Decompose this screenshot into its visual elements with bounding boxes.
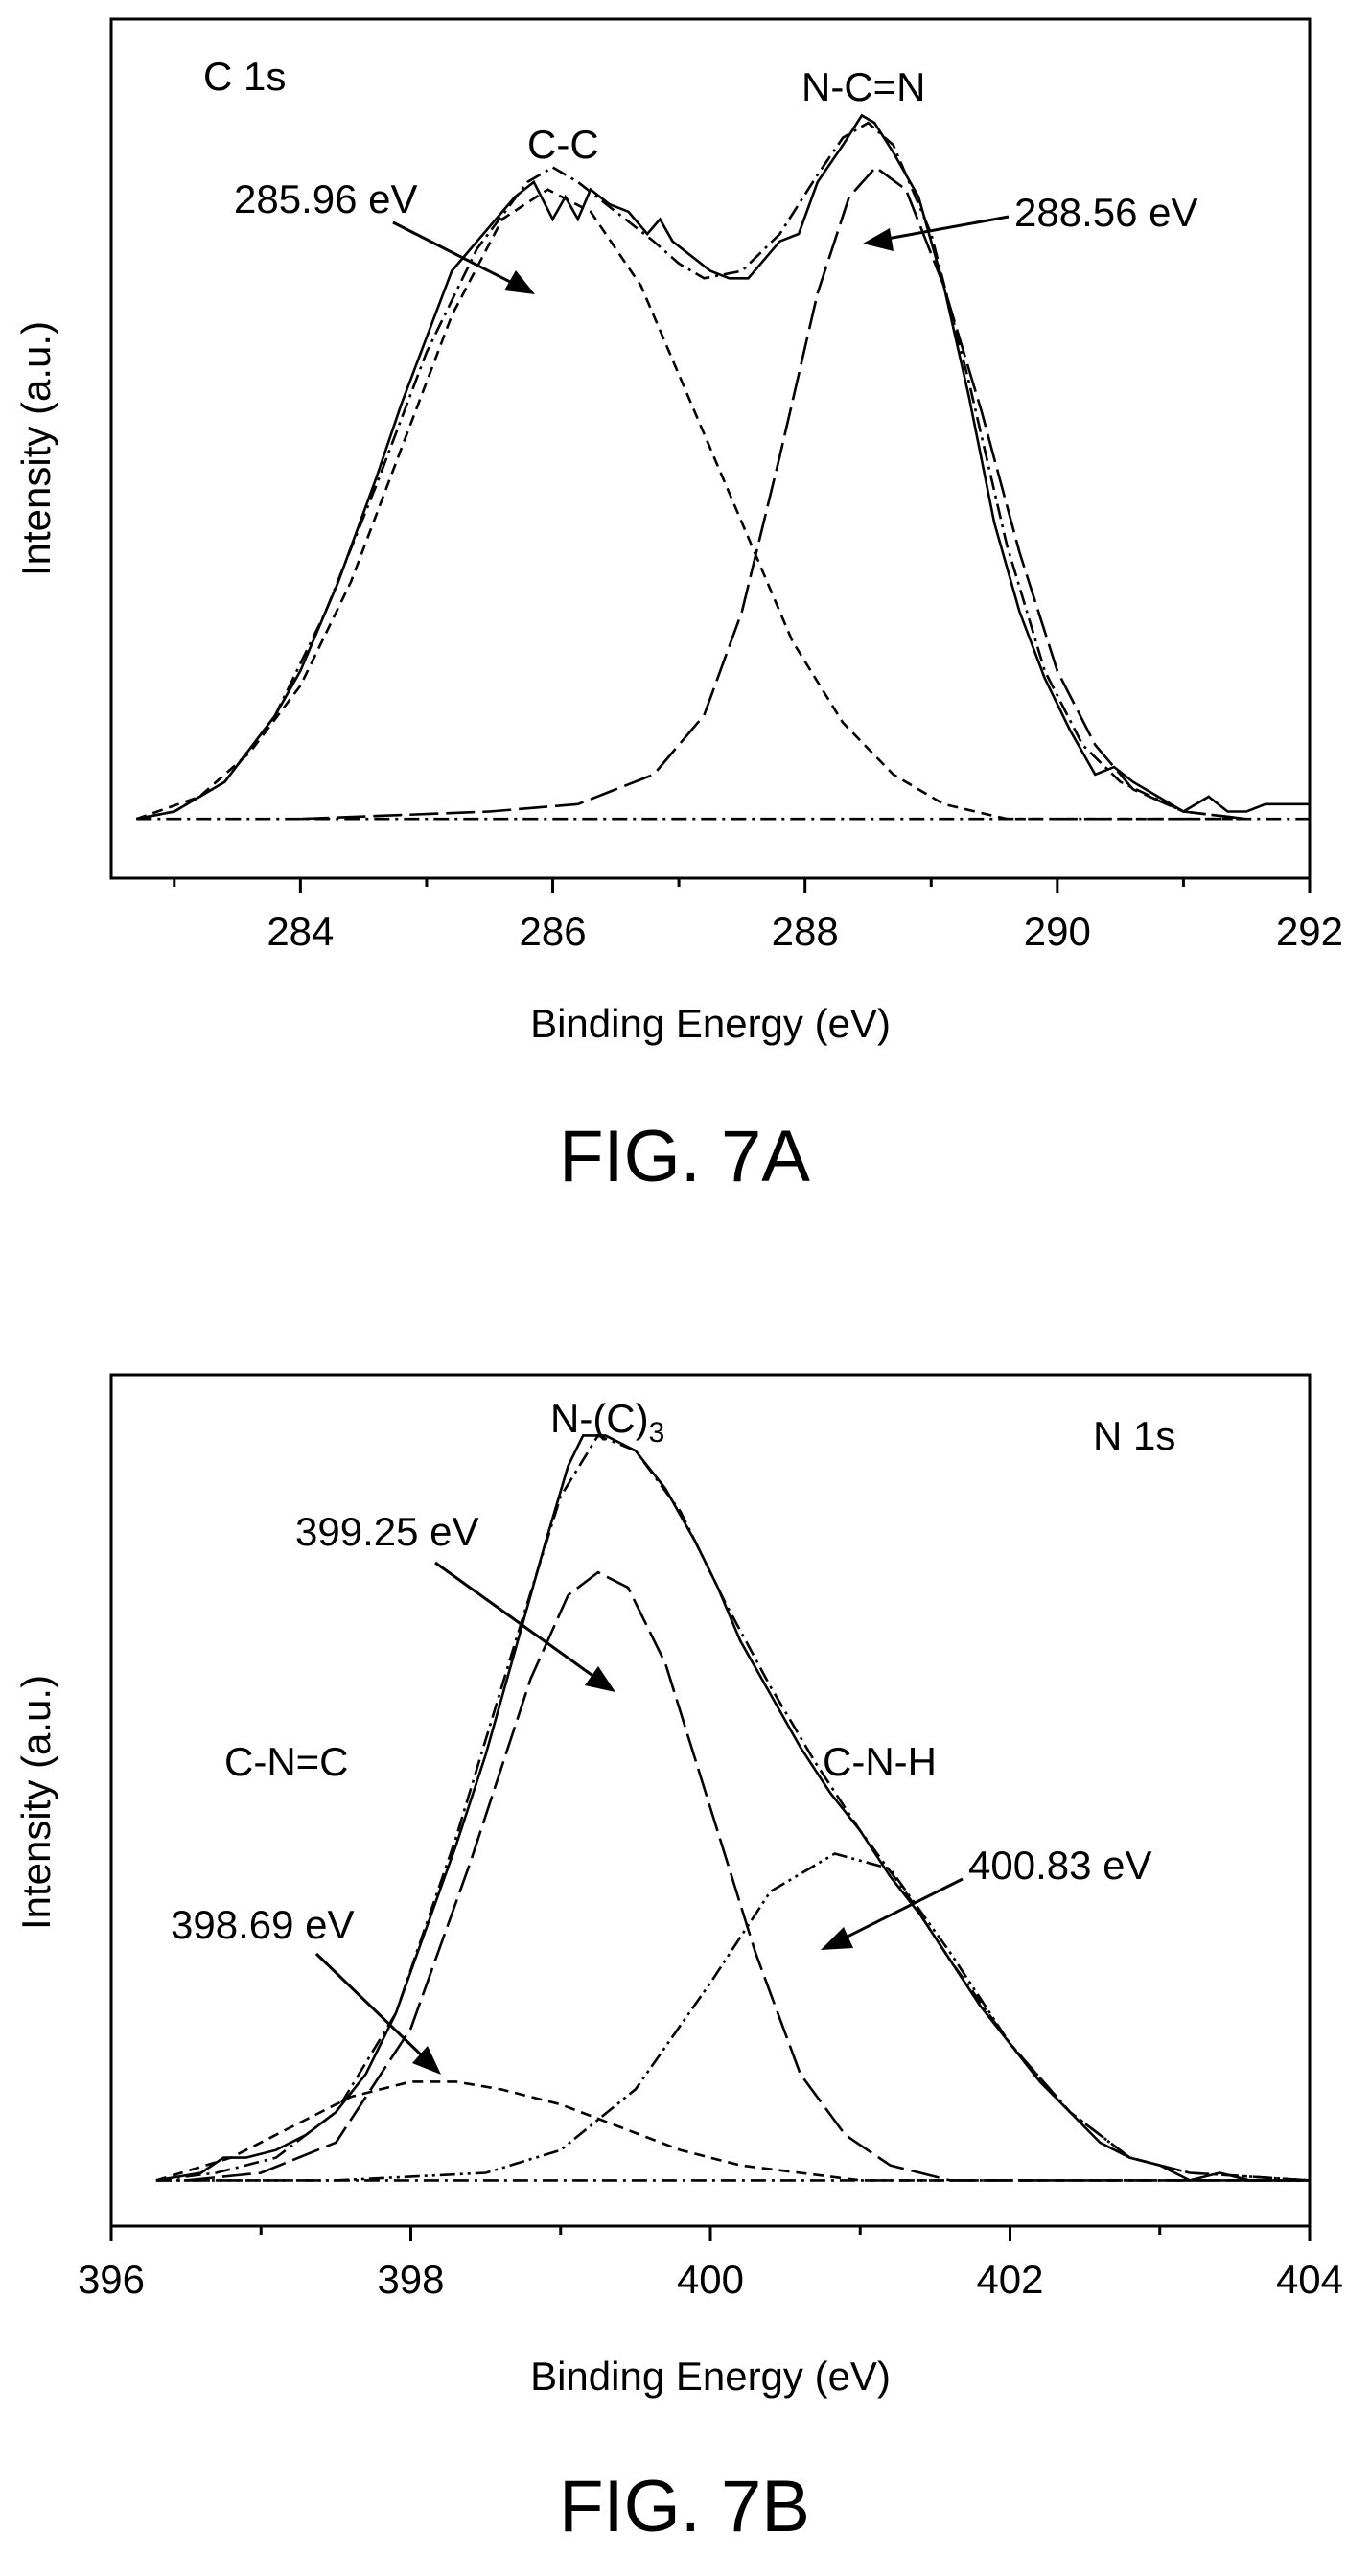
peak-energy-cnh: 400.83 eV: [968, 1843, 1152, 1888]
series-line-c-n-c: [155, 2080, 1310, 2182]
chart-c1s: 284 286 288 290 292 C 1s C-C N-C=N 285.96 eV…: [13, 17, 1343, 1197]
series-line-n-c-n: [300, 165, 1247, 821]
plot-frame: [109, 17, 1312, 880]
x-axis-label: Binding Energy (eV): [530, 1001, 891, 1046]
arrow-cc: [392, 220, 519, 288]
peak-energy-cc: 285.96 eV: [234, 176, 418, 221]
y-axis-label: Intensity (a.u.): [13, 1675, 58, 1930]
series-line-envelope: [155, 1433, 1311, 2182]
x-ticks: 396 398 400 402 404: [78, 2226, 1343, 2302]
x-tick-label: 398: [377, 2257, 444, 2302]
peak-label-nc3: N-(C)3: [550, 1396, 664, 1449]
arrow-cnc: [314, 1952, 428, 2061]
x-axis-label: Binding Energy (eV): [530, 2354, 891, 2399]
y-axis-label: Intensity (a.u.): [13, 321, 58, 576]
peak-energy-cnc: 398.69 eV: [171, 1902, 355, 1947]
series-group: [135, 113, 1310, 821]
x-tick-label: 400: [677, 2257, 744, 2302]
peak-label-ncn: N-C=N: [801, 64, 926, 109]
peak-energy-ncn: 288.56 eV: [1014, 190, 1198, 235]
peak-label-nc3-sub: 3: [649, 1417, 665, 1449]
arrow-nc3: [434, 1561, 599, 1682]
series-line-c-n-h: [155, 1852, 1311, 2182]
peak-label-cnc: C-N=C: [224, 1739, 349, 1784]
arrowhead-nc3: [585, 1666, 615, 1692]
arrowhead-cc: [504, 270, 535, 294]
arrowhead-cnc: [412, 2046, 441, 2075]
arrowhead-ncn: [863, 228, 894, 251]
arrow-cnh: [839, 1877, 964, 1942]
series-line-c-c: [135, 188, 1247, 821]
x-tick-label: 402: [976, 2257, 1043, 2302]
peak-label-nc3-main: N-(C): [550, 1396, 649, 1441]
plot-frame: [109, 1373, 1312, 2228]
peak-energy-nc3: 399.25 eV: [295, 1509, 479, 1554]
series-line-envelope: [136, 121, 1247, 821]
x-ticks: 284 286 288 290 292: [173, 878, 1343, 954]
arrow-ncn: [881, 215, 1010, 242]
x-tick-label: 292: [1276, 909, 1343, 954]
chart-title: C 1s: [203, 54, 286, 99]
peak-label-cc: C-C: [527, 122, 599, 167]
x-tick-label: 286: [519, 909, 586, 954]
x-tick-label: 290: [1024, 909, 1091, 954]
figure-label: FIG. 7B: [559, 2466, 810, 2547]
x-tick-label: 288: [772, 909, 839, 954]
peak-label-cnh: C-N-H: [823, 1739, 937, 1784]
x-tick-label: 284: [267, 909, 334, 954]
series-line-measured: [136, 113, 1310, 821]
arrowhead-cnh: [821, 1927, 853, 1950]
x-tick-label: 396: [78, 2257, 145, 2302]
x-tick-label: 404: [1276, 2257, 1343, 2302]
series-line-n-c-3: [185, 1570, 1310, 2182]
series-group: [155, 1433, 1311, 2182]
chart-n1s: 396 398 400 402 404 N 1s N-(C)3 399.25 eV C-…: [13, 1373, 1343, 2547]
figure-label: FIG. 7A: [559, 1116, 810, 1197]
chart-title: N 1s: [1093, 1413, 1175, 1458]
